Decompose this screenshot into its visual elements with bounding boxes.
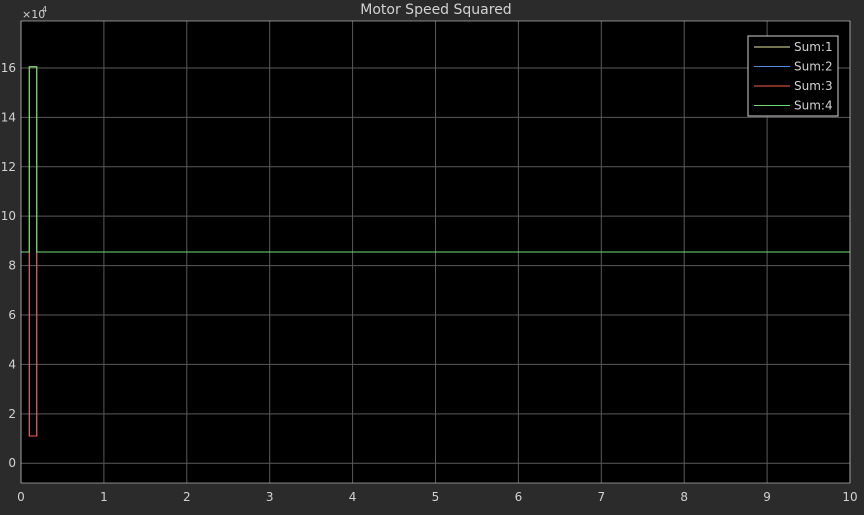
y-tick-label: 12 [1,160,16,174]
legend[interactable]: Sum:1 Sum:2 Sum:3 Sum:4 [747,35,839,117]
x-tick-label: 10 [842,490,857,504]
legend-label: Sum:4 [794,99,833,113]
y-exponent-base: ×10 [22,8,45,21]
legend-box [747,35,839,117]
x-tick-label: 9 [763,490,771,504]
x-tick-label: 6 [515,490,523,504]
x-tick-label: 7 [597,490,605,504]
y-tick-label: 10 [1,209,16,223]
x-tick-label: 3 [266,490,274,504]
y-tick-label: 0 [8,456,16,470]
x-tick-label: 4 [349,490,357,504]
y-tick-label: 16 [1,61,16,75]
x-tick-label: 5 [432,490,440,504]
y-tick-label: 14 [1,110,16,124]
x-tick-label: 1 [100,490,108,504]
y-axis-exponent: ×10 4 [22,5,47,21]
series-line-4 [21,66,850,253]
legend-label: Sum:3 [794,79,833,93]
y-exponent-power: 4 [42,5,47,14]
x-tick-label: 8 [680,490,688,504]
y-tick-label: 4 [8,357,16,371]
x-tick-label: 2 [183,490,191,504]
y-tick-label: 2 [8,407,16,421]
x-axis-ticks: 0 1 2 3 4 5 6 7 8 9 10 [17,490,857,504]
x-tick-label: 0 [17,490,25,504]
y-tick-label: 8 [8,259,16,273]
y-axis-ticks: 0 2 4 6 8 10 12 14 16 [1,61,16,470]
legend-label: Sum:2 [794,60,833,74]
legend-label: Sum:1 [794,40,833,54]
plot-area[interactable] [20,20,851,484]
chart-title: Motor Speed Squared [360,2,511,18]
y-tick-label: 6 [8,308,16,322]
series-lines [21,66,850,437]
plot-border [20,20,851,484]
